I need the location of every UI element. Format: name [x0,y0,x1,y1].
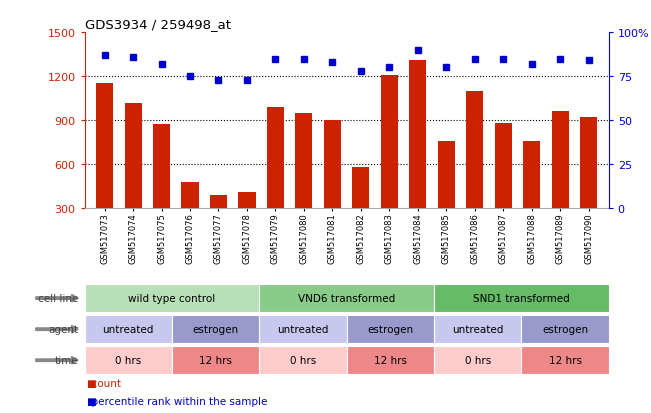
Text: untreated: untreated [277,324,329,335]
Bar [124,103,142,252]
Text: ■: ■ [86,396,96,406]
Bar [347,346,434,375]
Bar [267,108,284,252]
Bar [259,284,434,313]
Text: agent: agent [48,324,78,335]
Text: count: count [85,378,120,388]
Bar [96,84,113,252]
Bar [434,315,521,344]
Text: estrogen: estrogen [542,324,588,335]
Text: 12 hrs: 12 hrs [374,355,407,366]
Text: GDS3934 / 259498_at: GDS3934 / 259498_at [85,17,230,31]
Bar [85,315,172,344]
Text: untreated: untreated [103,324,154,335]
Bar [259,315,347,344]
Bar [172,315,259,344]
Bar [85,346,172,375]
Text: 12 hrs: 12 hrs [549,355,581,366]
Bar [324,121,341,252]
Text: percentile rank within the sample: percentile rank within the sample [85,396,267,406]
Bar [521,315,609,344]
Bar [466,92,483,252]
Bar [381,76,398,252]
Text: estrogen: estrogen [193,324,239,335]
Text: SND1 transformed: SND1 transformed [473,293,570,304]
Text: time: time [55,355,78,366]
Bar [352,168,370,252]
Bar [259,346,347,375]
Bar [495,124,512,252]
Bar [434,346,521,375]
Text: 12 hrs: 12 hrs [199,355,232,366]
Bar [238,192,256,252]
Text: 0 hrs: 0 hrs [290,355,316,366]
Text: estrogen: estrogen [367,324,413,335]
Bar [434,284,609,313]
Bar [182,182,199,252]
Text: untreated: untreated [452,324,503,335]
Bar [552,112,569,252]
Bar [521,346,609,375]
Bar [523,141,540,252]
Bar [409,61,426,252]
Text: 0 hrs: 0 hrs [465,355,491,366]
Bar [580,118,598,252]
Text: wild type control: wild type control [128,293,215,304]
Bar [210,195,227,252]
Bar [437,141,455,252]
Bar [347,315,434,344]
Text: cell line: cell line [38,293,78,304]
Text: ■: ■ [86,378,96,388]
Bar [153,125,170,252]
Bar [296,114,312,252]
Bar [85,284,259,313]
Bar [172,346,259,375]
Text: 0 hrs: 0 hrs [115,355,141,366]
Text: VND6 transformed: VND6 transformed [298,293,395,304]
